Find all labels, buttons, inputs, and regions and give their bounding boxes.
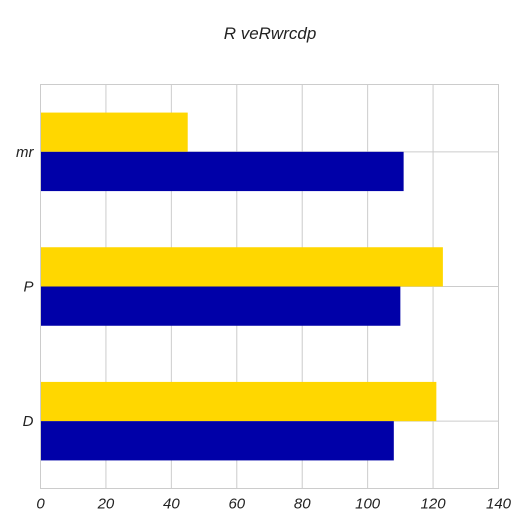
plot-frame — [40, 84, 499, 489]
bars — [40, 112, 443, 461]
bar-series-2-D — [40, 421, 394, 461]
bar-series-2-mr — [40, 151, 404, 192]
y-axis-ticks: mr P D — [16, 144, 34, 430]
x-tick-label: 80 — [294, 496, 311, 513]
bar-series-1-mr — [40, 112, 188, 152]
x-tick-label: 40 — [163, 496, 180, 513]
chart-title: R veRwrcdp — [224, 24, 317, 43]
y-tick-label: P — [23, 279, 33, 296]
bar-series-2-P — [40, 286, 401, 326]
x-axis-ticks: 0 20 40 60 80 100 120 140 — [36, 496, 511, 513]
x-tick-label: 120 — [421, 496, 447, 513]
y-tick-label: mr — [16, 144, 34, 161]
x-tick-label: 20 — [97, 496, 115, 513]
x-tick-label: 100 — [355, 496, 381, 513]
x-tick-label: 140 — [486, 496, 512, 513]
bar-series-1-P — [40, 247, 443, 287]
x-tick-label: 0 — [36, 496, 45, 513]
x-tick-label: 60 — [228, 496, 245, 513]
bar-series-1-D — [40, 381, 437, 422]
y-tick-label: D — [23, 413, 34, 430]
